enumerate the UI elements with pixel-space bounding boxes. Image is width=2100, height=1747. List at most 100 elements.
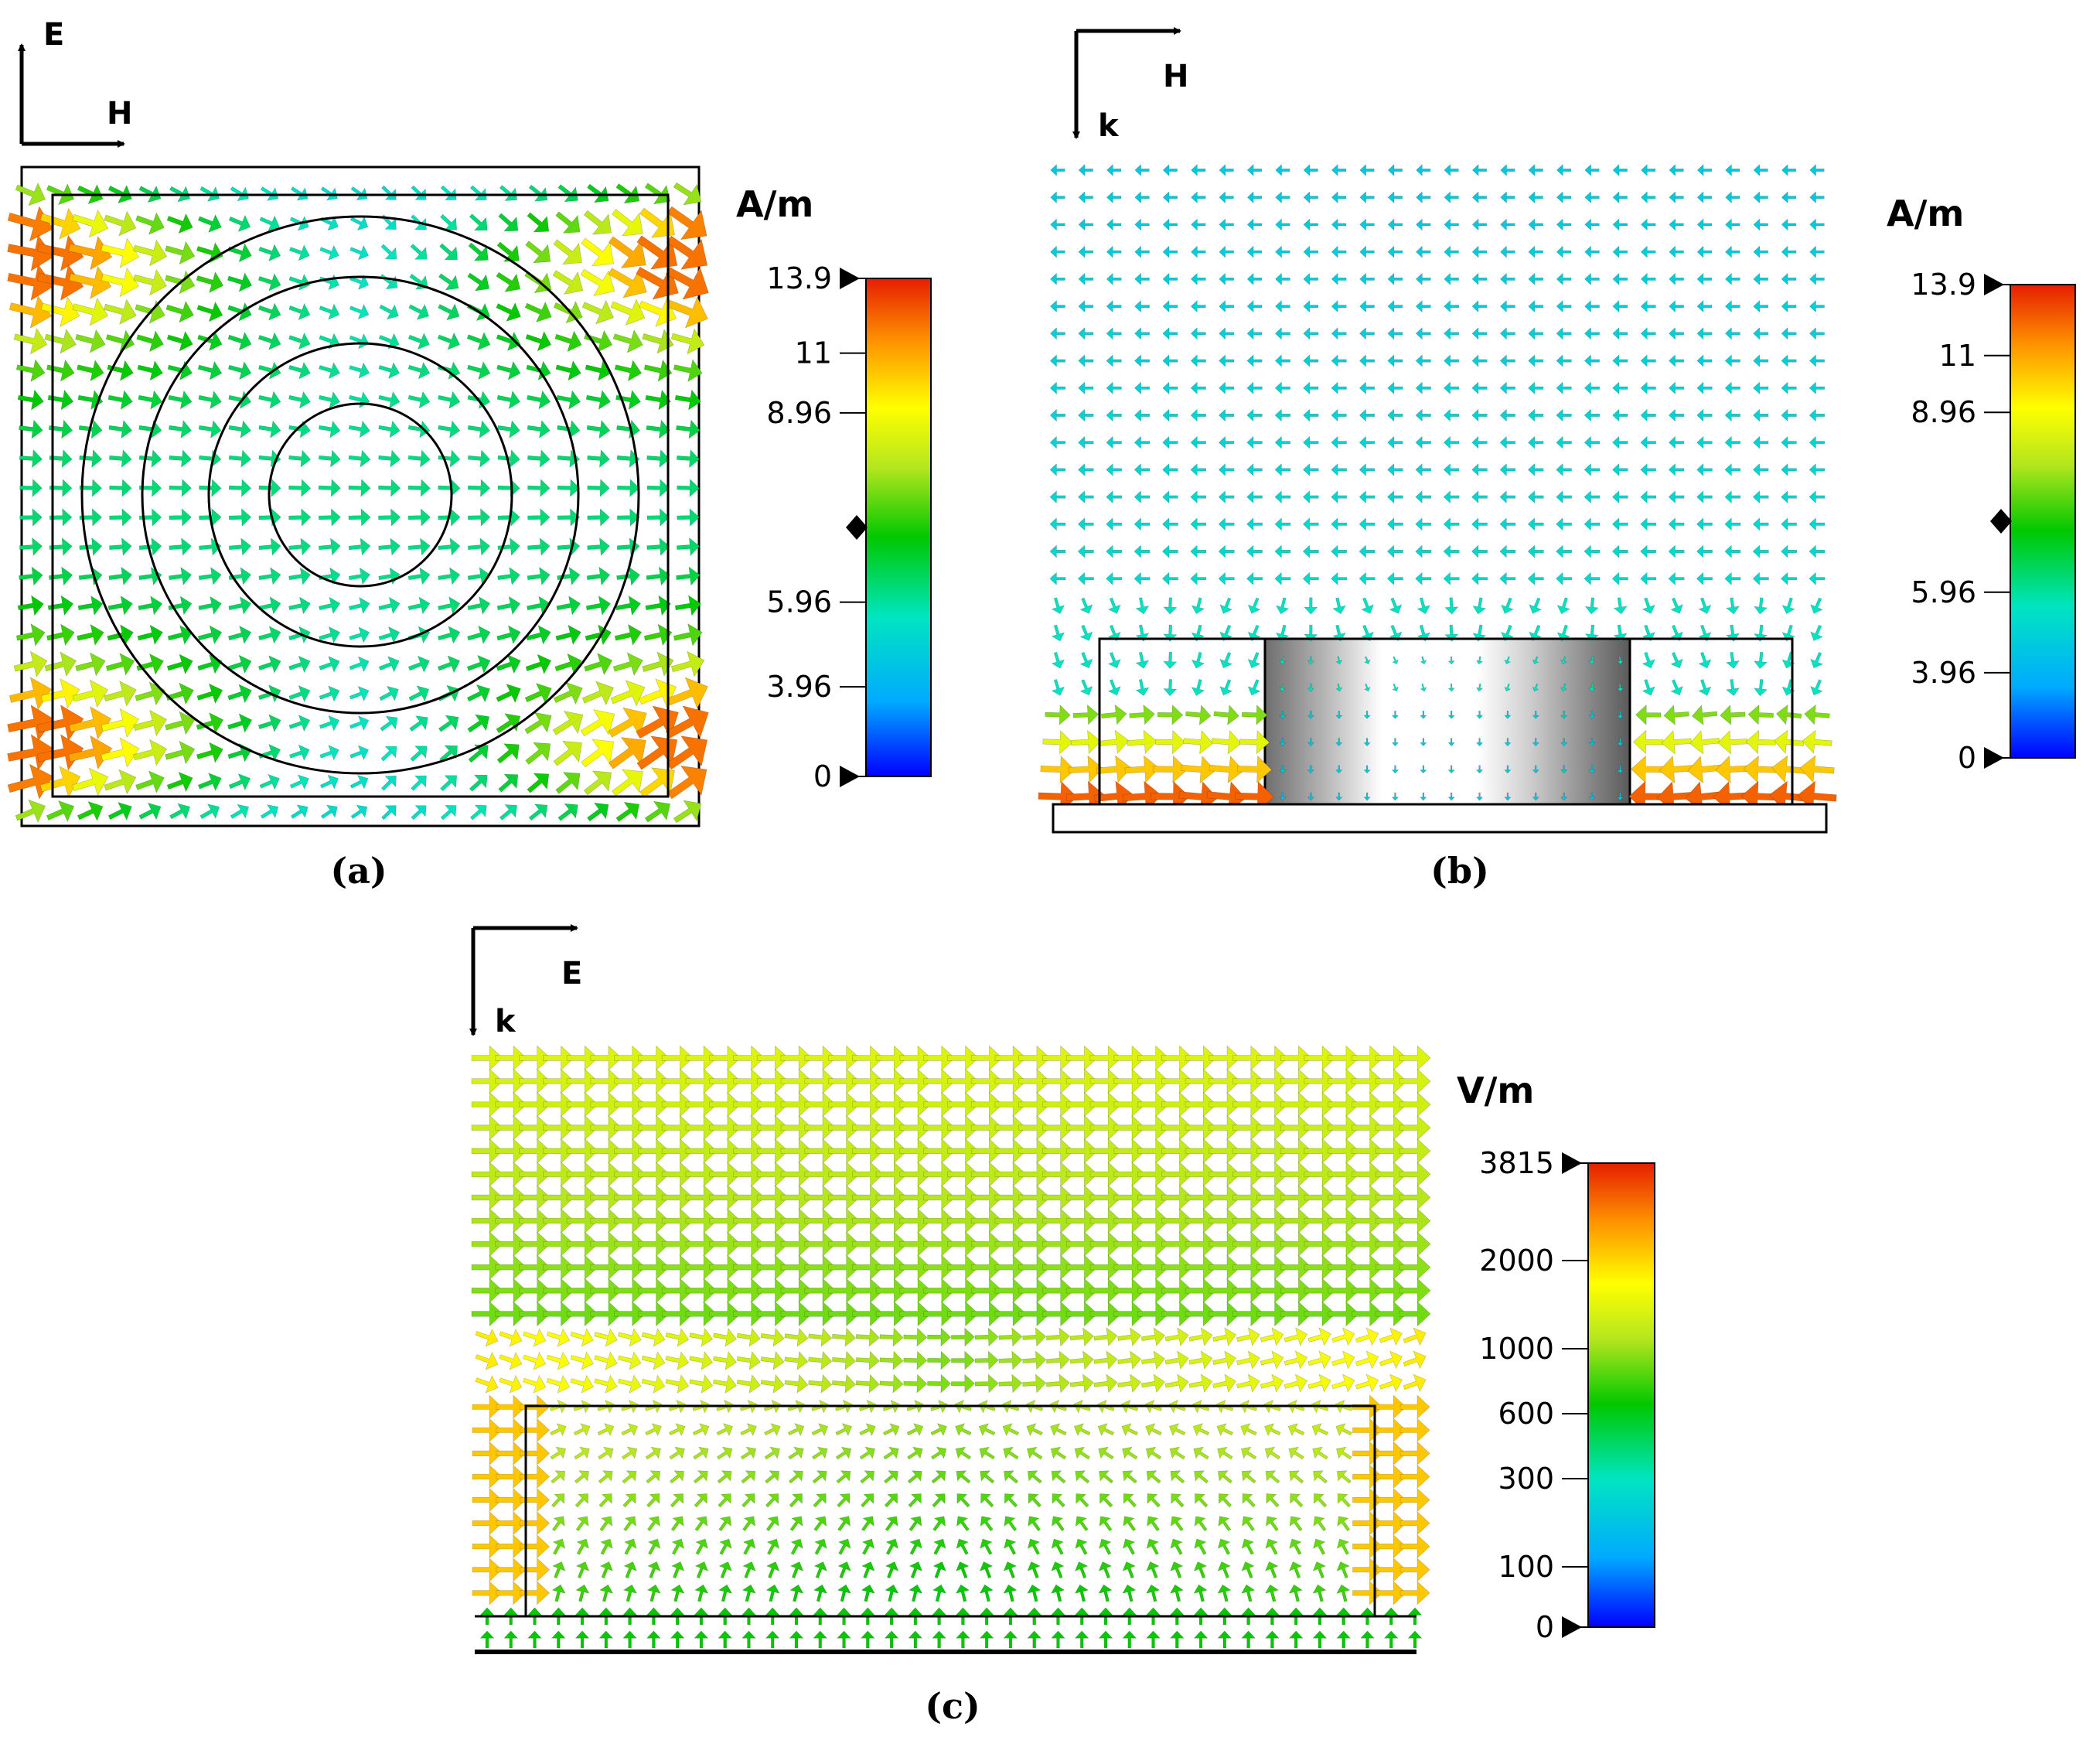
field-arrow (1471, 490, 1488, 504)
field-arrow (1528, 218, 1543, 231)
field-arrow (1089, 1231, 1122, 1257)
field-arrow (496, 1441, 527, 1466)
field-arrow (1611, 572, 1628, 585)
field-arrow (1444, 272, 1459, 285)
resonator-outline-b (1052, 637, 1828, 834)
field-arrow (1403, 1373, 1427, 1393)
field-arrow (101, 708, 140, 739)
field-arrow (520, 1558, 550, 1582)
field-arrow (40, 296, 80, 327)
field-arrow (1375, 1231, 1407, 1257)
colorbar-limit-marker (840, 766, 860, 787)
field-arrow (741, 1470, 756, 1484)
field-arrow (1304, 1231, 1336, 1257)
field-arrow (1375, 1091, 1407, 1117)
field-arrow (1304, 597, 1318, 615)
field-arrow (469, 804, 487, 821)
field-arrow (1352, 1278, 1383, 1304)
field-arrow (135, 681, 165, 706)
field-arrow (467, 508, 491, 527)
field-arrow (780, 1045, 813, 1071)
field-arrow (1501, 597, 1514, 614)
field-arrow (885, 1584, 899, 1602)
field-arrow (685, 1162, 718, 1187)
field-arrow (875, 1231, 908, 1257)
field-arrow (1018, 1301, 1051, 1327)
field-arrow (736, 1351, 761, 1370)
field-arrow (77, 360, 104, 382)
field-arrow (1246, 191, 1263, 204)
field-arrow (1726, 651, 1740, 669)
field-arrow (790, 1538, 803, 1555)
field-arrow (1640, 435, 1656, 449)
field-arrow (884, 1493, 898, 1508)
field-arrow (138, 537, 162, 556)
field-arrow (499, 804, 517, 821)
field-arrow (19, 479, 43, 497)
field-arrow (883, 1446, 899, 1460)
field-arrow (1391, 765, 1399, 774)
field-arrow (379, 304, 399, 320)
field-arrow (1611, 544, 1628, 558)
field-arrow (1018, 1278, 1051, 1304)
field-arrow (1097, 1423, 1115, 1437)
field-arrow (899, 1208, 932, 1233)
field-arrow (1106, 218, 1122, 231)
field-arrow (709, 1278, 741, 1304)
field-arrow (496, 1488, 527, 1513)
field-arrow (676, 566, 701, 586)
field-arrow (1113, 1114, 1146, 1141)
field-arrow (496, 391, 521, 410)
field-arrow (1183, 730, 1214, 755)
field-arrow (616, 566, 641, 586)
vector-field-c (471, 1045, 1431, 1649)
field-arrow (994, 1185, 1027, 1210)
field-arrow (472, 1488, 503, 1513)
field-arrow (1379, 1350, 1403, 1370)
field-arrow (1122, 1538, 1136, 1555)
field-arrow (1304, 1208, 1336, 1233)
field-arrow (1106, 435, 1122, 449)
field-arrow (1640, 272, 1656, 285)
field-arrow (553, 681, 583, 705)
colorbar-tick-label: 3.96 (766, 670, 832, 704)
field-arrow (1050, 300, 1065, 313)
field-arrow (519, 1208, 551, 1233)
field-arrow (1304, 1068, 1336, 1094)
field-arrow (622, 1630, 637, 1649)
field-arrow (828, 1091, 860, 1117)
field-arrow (1743, 755, 1778, 783)
field-arrow (497, 567, 520, 585)
field-arrow (1379, 1373, 1403, 1393)
field-arrow (1331, 572, 1348, 585)
field-arrow (72, 209, 109, 238)
field-arrow (440, 805, 457, 821)
field-arrow (19, 537, 43, 557)
field-arrow (1042, 1114, 1074, 1141)
field-arrow (1027, 1630, 1041, 1649)
field-arrow (566, 1254, 598, 1281)
field-arrow (1065, 1278, 1098, 1304)
field-arrow (1078, 435, 1094, 449)
field-arrow (1191, 191, 1206, 204)
field-arrow (1050, 272, 1065, 285)
field-arrow (72, 298, 109, 326)
field-arrow (1399, 1068, 1431, 1094)
field-arrow (1359, 408, 1376, 422)
field-arrow (923, 1068, 956, 1094)
field-arrow (495, 1278, 527, 1304)
field-arrow (733, 1138, 765, 1164)
field-arrow (1065, 1138, 1098, 1164)
field-arrow (1810, 624, 1823, 641)
field-arrow (1416, 245, 1431, 258)
field-arrow (496, 360, 521, 380)
field-arrow (1274, 381, 1290, 394)
field-arrow (166, 330, 193, 352)
field-arrow (1584, 435, 1601, 449)
field-arrow (227, 302, 252, 322)
field-arrow (440, 213, 458, 230)
field-arrow (665, 1374, 690, 1394)
field-arrow (694, 1493, 707, 1508)
field-arrow (859, 1446, 875, 1460)
field-arrow (1135, 651, 1150, 669)
